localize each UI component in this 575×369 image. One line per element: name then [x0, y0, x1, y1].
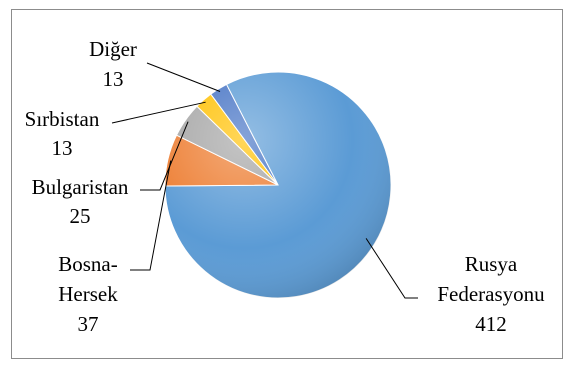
label-value: 25: [70, 204, 91, 228]
label-line: Diğer: [89, 37, 137, 61]
label-sirbistan: Sırbistan 13: [25, 107, 100, 160]
label-line: Hersek: [58, 282, 118, 306]
label-line: Sırbistan: [25, 107, 100, 131]
label-line: Bosna-: [58, 252, 118, 276]
label-value: 13: [52, 136, 73, 160]
leader-rusya: [365, 238, 418, 299]
label-line: Bulgaristan: [32, 175, 129, 199]
leader-bosna: [130, 160, 172, 271]
label-line: Rusya: [465, 252, 518, 276]
label-bulgaristan: Bulgaristan 25: [32, 175, 129, 228]
label-bosna-hersek: Bosna- Hersek 37: [58, 252, 118, 336]
leader-bulgaristan: [140, 121, 189, 191]
label-value: 37: [78, 312, 99, 336]
leader-sirbistan: [111, 101, 206, 124]
pie-shading: [165, 72, 391, 298]
label-diger: Diğer 13: [89, 37, 137, 91]
label-rusya-federasyonu: Rusya Federasyonu 412: [437, 252, 545, 336]
label-value: 412: [475, 312, 507, 336]
leader-diger: [146, 62, 221, 92]
label-value: 13: [103, 67, 124, 91]
label-line: Federasyonu: [437, 282, 545, 306]
